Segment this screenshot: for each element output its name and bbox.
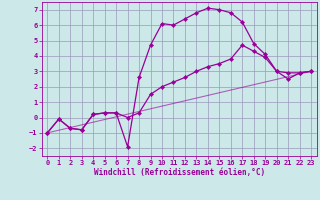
X-axis label: Windchill (Refroidissement éolien,°C): Windchill (Refroidissement éolien,°C)	[94, 168, 265, 177]
